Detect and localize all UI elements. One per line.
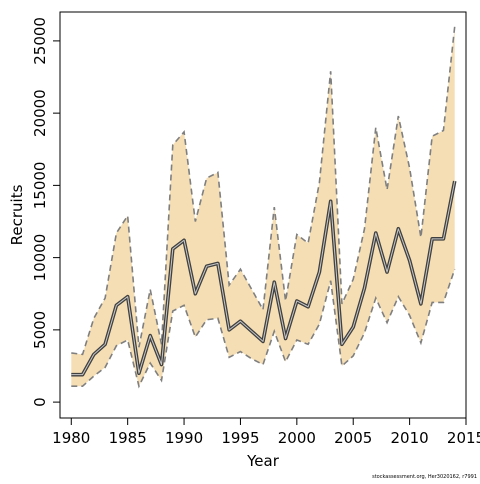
y-tick-label: 10000 (31, 234, 49, 282)
x-axis-title: Year (246, 452, 280, 470)
footnote: stockassessment.org, Her3020162, r7991 (372, 474, 477, 480)
x-axis: 1980 1985 1990 1995 2000 2005 2010 2015 (52, 418, 480, 447)
y-tick-label: 15000 (31, 162, 49, 210)
x-tick-label: 2000 (278, 429, 316, 447)
y-tick-label: 0 (31, 397, 49, 407)
y-axis: 0 5000 10000 15000 20000 25000 (31, 17, 60, 407)
y-axis-title: Recruits (8, 184, 26, 245)
x-tick-label: 2005 (334, 429, 372, 447)
x-tick-label: 2010 (391, 429, 429, 447)
x-tick-label: 1985 (109, 429, 147, 447)
x-tick-label: 1995 (221, 429, 259, 447)
estimate-line-inner (71, 180, 456, 376)
x-tick-label: 1980 (52, 429, 90, 447)
x-tick-label: 1990 (165, 429, 203, 447)
y-tick-label: 5000 (31, 311, 49, 349)
plot-frame (59, 11, 467, 419)
y-tick-label: 20000 (31, 89, 49, 137)
upper-bound-line (71, 26, 456, 356)
y-tick-label: 25000 (31, 17, 49, 65)
lower-bound-line (71, 268, 456, 389)
x-tick-label: 2015 (447, 429, 480, 447)
line-layer (71, 26, 457, 389)
